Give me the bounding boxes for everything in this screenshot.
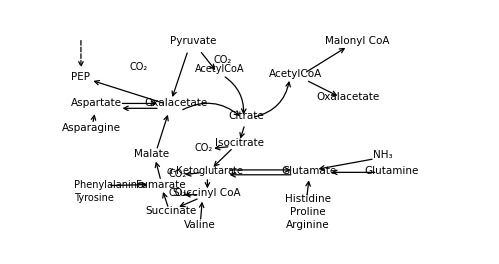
Text: AcetylCoA: AcetylCoA: [269, 69, 322, 79]
Text: Oxalacetate: Oxalacetate: [316, 92, 379, 102]
Text: Asparagine: Asparagine: [62, 123, 121, 133]
Text: Citrate: Citrate: [228, 111, 264, 121]
Text: Oxalacetate: Oxalacetate: [145, 98, 208, 108]
Text: Histidine: Histidine: [285, 194, 331, 204]
Text: $\alpha$-Ketoglutarate: $\alpha$-Ketoglutarate: [166, 164, 244, 178]
Text: Succinyl CoA: Succinyl CoA: [173, 188, 241, 198]
Text: AcetylCoA: AcetylCoA: [196, 64, 245, 74]
Text: NH₃: NH₃: [373, 150, 392, 160]
Text: Succinate: Succinate: [146, 206, 197, 216]
Text: Tyrosine: Tyrosine: [74, 193, 114, 203]
Text: Malonyl CoA: Malonyl CoA: [325, 36, 389, 46]
Text: Phenylalanine: Phenylalanine: [74, 180, 143, 190]
Text: CO₂: CO₂: [169, 188, 187, 198]
Text: CO₂: CO₂: [195, 143, 213, 153]
Text: CO₂: CO₂: [169, 169, 187, 178]
Text: Aspartate: Aspartate: [71, 98, 122, 108]
Text: Fumarate: Fumarate: [136, 180, 186, 190]
Text: CO₂: CO₂: [214, 55, 232, 65]
Text: Glutamine: Glutamine: [365, 166, 419, 176]
Text: Valine: Valine: [184, 220, 216, 230]
Text: Glutamate: Glutamate: [281, 166, 337, 176]
Text: PEP: PEP: [71, 72, 90, 82]
Text: Malate: Malate: [134, 149, 169, 159]
Text: Proline: Proline: [290, 207, 326, 217]
Text: Pyruvate: Pyruvate: [170, 36, 216, 46]
Text: Arginine: Arginine: [286, 220, 330, 230]
Text: Isocitrate: Isocitrate: [215, 138, 264, 148]
Text: CO₂: CO₂: [130, 62, 148, 72]
